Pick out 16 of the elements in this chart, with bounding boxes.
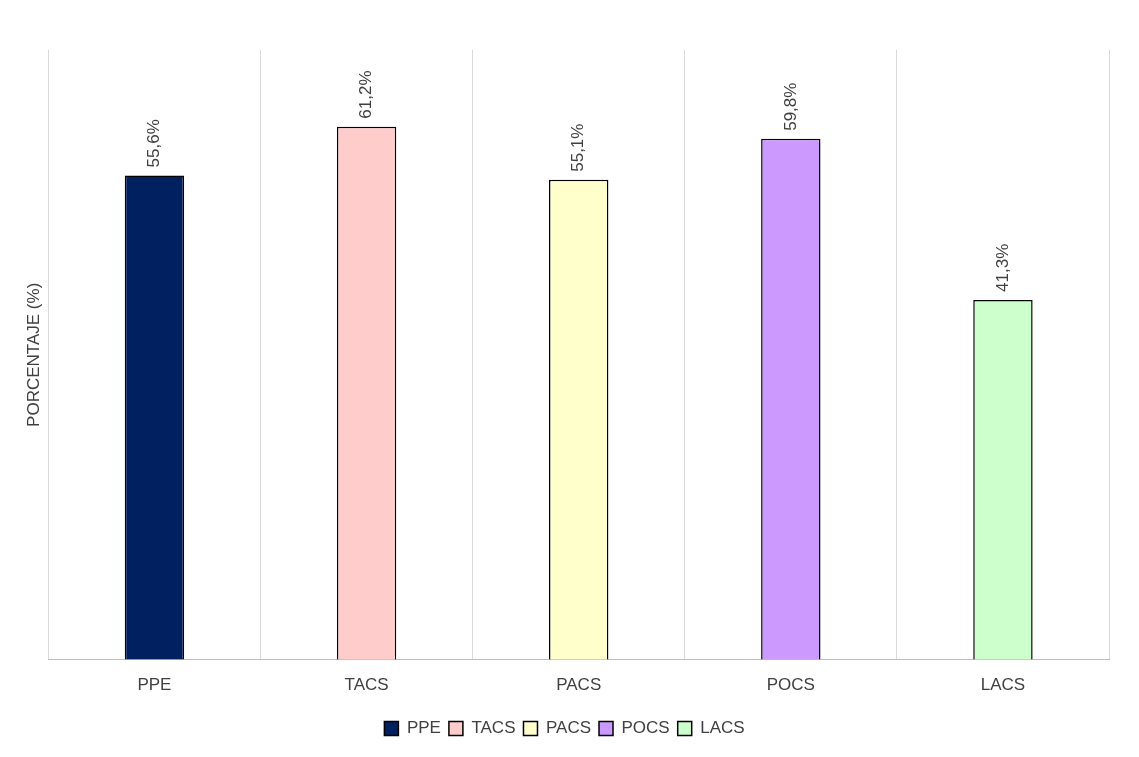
legend-label: POCS: [621, 718, 670, 738]
data-label: 59,8%: [780, 82, 800, 131]
x-tick-label: TACS: [344, 675, 389, 695]
data-label: 61,2%: [356, 70, 376, 119]
x-tick-label: PACS: [556, 675, 602, 695]
data-label: 55,1%: [568, 123, 588, 172]
legend-label: TACS: [471, 718, 516, 738]
legend-label: PACS: [545, 718, 592, 738]
x-tick-label: LACS: [980, 675, 1026, 695]
y-axis-title: PORCENTAJE (%): [23, 282, 43, 427]
legend-label: LACS: [700, 718, 745, 738]
x-tick-label: POCS: [766, 675, 815, 695]
data-label: 55,6%: [144, 119, 164, 168]
x-tick-label: PPE: [137, 675, 172, 695]
legend-label: PPE: [406, 718, 441, 738]
data-label: 41,3%: [992, 243, 1012, 292]
